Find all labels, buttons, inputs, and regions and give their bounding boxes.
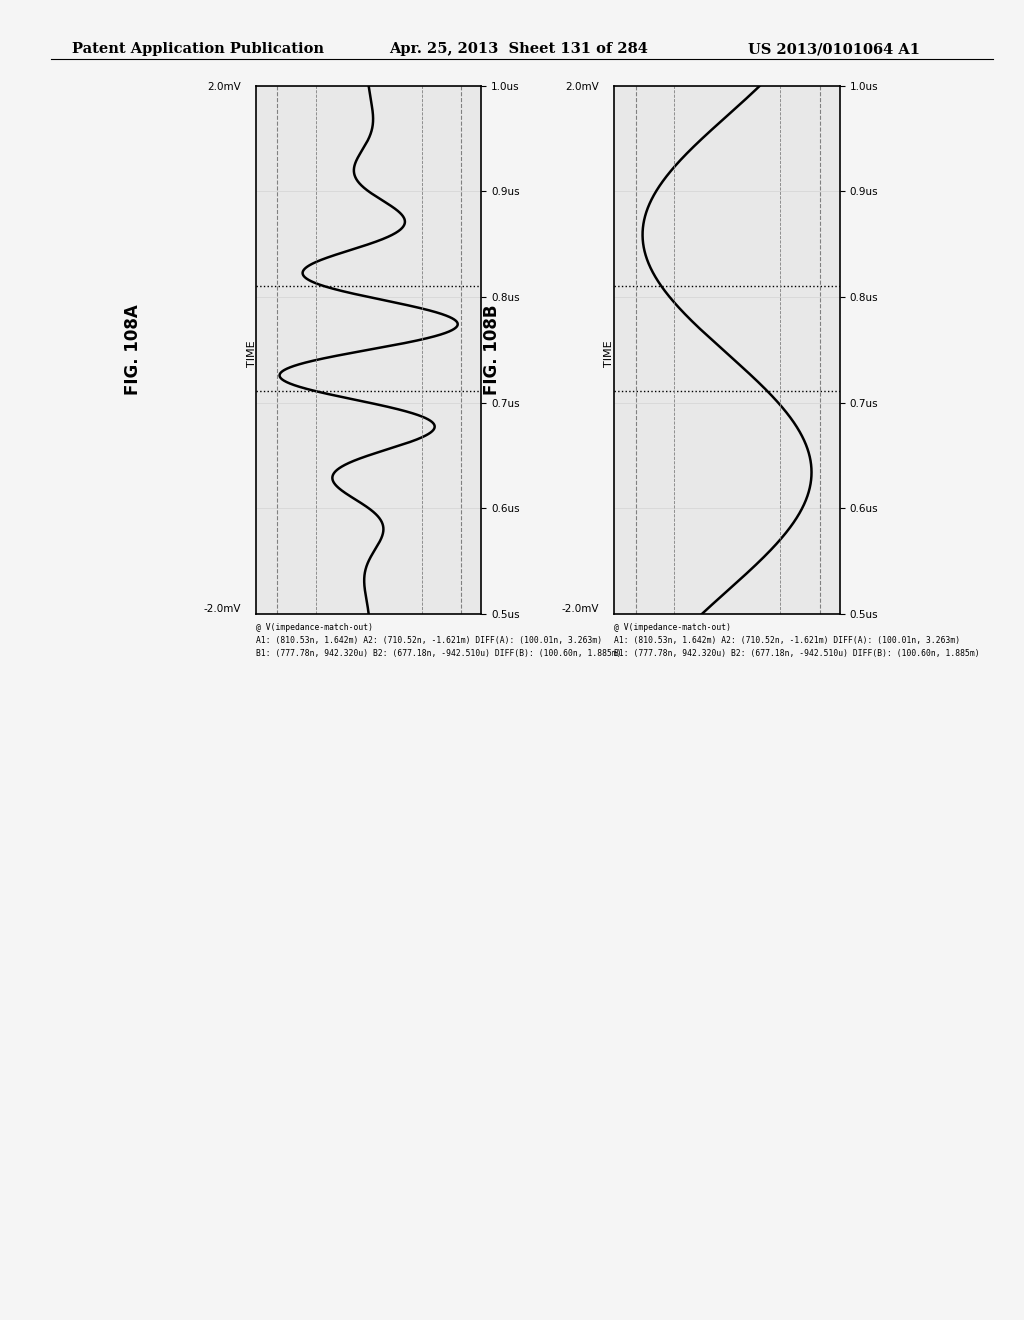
Text: 2.0mV: 2.0mV [565,82,599,92]
Text: B1: (777.78n, 942.320u) B2: (677.18n, -942.510u) DIFF(B): (100.60n, 1.885m): B1: (777.78n, 942.320u) B2: (677.18n, -9… [256,649,622,659]
Text: @ V(impedance-match-out): @ V(impedance-match-out) [614,623,731,632]
Text: FIG. 108B: FIG. 108B [482,305,501,395]
Text: TIME: TIME [247,341,257,367]
Text: US 2013/0101064 A1: US 2013/0101064 A1 [748,42,920,57]
Text: TIME: TIME [604,341,614,367]
Text: @ V(impedance-match-out): @ V(impedance-match-out) [256,623,373,632]
Text: Apr. 25, 2013  Sheet 131 of 284: Apr. 25, 2013 Sheet 131 of 284 [389,42,648,57]
Text: 2.0mV: 2.0mV [207,82,241,92]
Text: FIG. 108A: FIG. 108A [124,305,142,395]
Text: A1: (810.53n, 1.642m) A2: (710.52n, -1.621m) DIFF(A): (100.01n, 3.263m): A1: (810.53n, 1.642m) A2: (710.52n, -1.6… [614,636,961,645]
Text: Patent Application Publication: Patent Application Publication [72,42,324,57]
Text: -2.0mV: -2.0mV [561,603,599,614]
Text: B1: (777.78n, 942.320u) B2: (677.18n, -942.510u) DIFF(B): (100.60n, 1.885m): B1: (777.78n, 942.320u) B2: (677.18n, -9… [614,649,980,659]
Text: -2.0mV: -2.0mV [203,603,241,614]
Text: A1: (810.53n, 1.642m) A2: (710.52n, -1.621m) DIFF(A): (100.01n, 3.263m): A1: (810.53n, 1.642m) A2: (710.52n, -1.6… [256,636,602,645]
